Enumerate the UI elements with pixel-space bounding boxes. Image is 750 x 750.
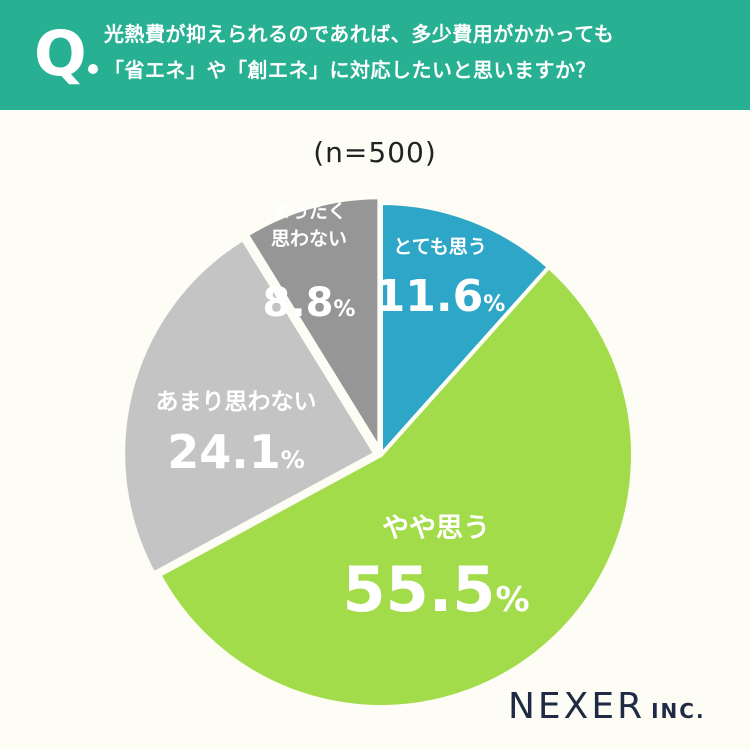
pie-slice-4 — [244, 195, 382, 457]
pie-slice-2 — [156, 264, 635, 709]
question-text: 光熱費が抑えられるのであれば、多少費用がかかっても 「省エネ」や「創エネ」に対応… — [104, 16, 734, 88]
brand-suffix: INC. — [651, 699, 706, 723]
question-line-1: 光熱費が抑えられるのであれば、多少費用がかかっても — [104, 22, 615, 46]
slice-1-name: とても思う — [393, 236, 486, 258]
pie-slice-1 — [379, 200, 552, 461]
question-line-2: 「省エネ」や「創エネ」に対応したいと思いますか？ — [104, 58, 596, 82]
sample-size: (n=500) — [313, 136, 437, 169]
brand-name: NEXER — [508, 686, 646, 727]
slice-4-name: 思わない — [271, 228, 347, 250]
slice-4-unit: % — [333, 297, 355, 322]
slice-2-unit: % — [495, 580, 529, 620]
slice-2-name: やや思う — [382, 513, 490, 544]
slice-3-unit: % — [281, 446, 305, 474]
slice-4-name: まったく — [271, 200, 346, 222]
slice-3-name: あまり思わない — [156, 389, 317, 415]
question-q-mark: Q — [34, 17, 87, 90]
slice-1-unit: % — [483, 292, 505, 317]
pie-slice-3 — [121, 236, 379, 577]
question-dot — [88, 64, 98, 74]
brand-logo: NEXER INC. — [508, 686, 706, 727]
question-header: Q 光熱費が抑えられるのであれば、多少費用がかかっても 「省エネ」や「創エネ」に… — [0, 0, 750, 110]
